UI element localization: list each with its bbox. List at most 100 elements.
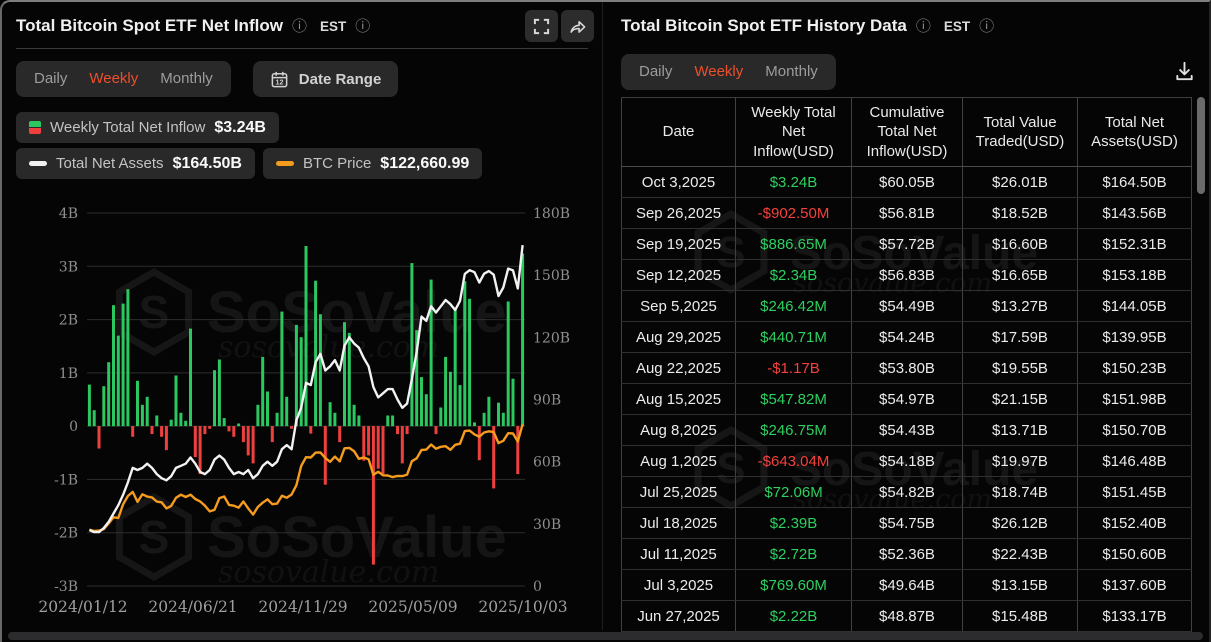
fullscreen-icon bbox=[533, 18, 550, 34]
svg-text:4B: 4B bbox=[59, 206, 78, 222]
weekly-inflow-cell: -$643.04M bbox=[735, 445, 852, 477]
date-cell: Jul 18,2025 bbox=[621, 507, 736, 539]
table-vertical-scrollbar[interactable] bbox=[1197, 97, 1205, 194]
net-assets-cell: $152.40B bbox=[1077, 507, 1192, 539]
weekly-inflow-cell: -$902.50M bbox=[735, 197, 852, 229]
tab-daily[interactable]: Daily bbox=[639, 63, 673, 80]
info-icon[interactable]: ⓘ bbox=[355, 17, 371, 35]
date-cell: Sep 12,2025 bbox=[621, 259, 736, 291]
net-assets-cell: $144.05B bbox=[1077, 290, 1192, 322]
chart-controls: Daily Weekly Monthly 12 Date Range bbox=[16, 61, 399, 97]
cumulative-inflow-cell: $54.24B bbox=[851, 321, 963, 353]
column-header: Total Value Traded(USD) bbox=[962, 97, 1078, 167]
header-divider bbox=[16, 48, 588, 49]
period-tab-group: Daily Weekly Monthly bbox=[16, 61, 231, 97]
download-icon bbox=[1175, 61, 1193, 80]
history-tab-group: Daily Weekly Monthly bbox=[621, 54, 836, 90]
value-traded-cell: $22.43B bbox=[962, 538, 1078, 570]
net-assets-cell: $143.56B bbox=[1077, 197, 1192, 229]
table-row: Sep 5,2025 $246.42M $54.49B $13.27B $144.05B bbox=[621, 290, 1192, 322]
table-row: Jul 18,2025 $2.39B $54.75B $26.12B $152.40B bbox=[621, 507, 1192, 539]
cumulative-inflow-cell: $54.18B bbox=[851, 445, 963, 477]
legend-label: Total Net Assets bbox=[56, 155, 164, 172]
history-header: Total Bitcoin Spot ETF History Data ⓘ ES… bbox=[621, 10, 994, 42]
table-row: Sep 26,2025 -$902.50M $56.81B $18.52B $143.5… bbox=[621, 197, 1192, 229]
header-actions bbox=[525, 10, 594, 42]
date-range-button[interactable]: 12 Date Range bbox=[252, 61, 399, 97]
value-traded-cell: $26.01B bbox=[962, 166, 1078, 198]
weekly-inflow-cell: $547.82M bbox=[735, 383, 852, 415]
net-assets-cell: $150.70B bbox=[1077, 414, 1192, 446]
cumulative-inflow-cell: $48.87B bbox=[851, 600, 963, 632]
info-icon[interactable]: ⓘ bbox=[915, 17, 931, 35]
info-icon[interactable]: ⓘ bbox=[291, 17, 307, 35]
tab-weekly[interactable]: Weekly bbox=[89, 70, 139, 87]
date-cell: Sep 19,2025 bbox=[621, 228, 736, 260]
history-data-panel: Total Bitcoin Spot ETF History Data ⓘ ES… bbox=[605, 2, 1211, 632]
weekly-inflow-cell: $2.72B bbox=[735, 538, 852, 570]
legend-item[interactable]: Total Net Assets $164.50B bbox=[16, 148, 255, 179]
weekly-inflow-cell: $886.65M bbox=[735, 228, 852, 260]
cumulative-inflow-cell: $52.36B bbox=[851, 538, 963, 570]
table-row: Jul 11,2025 $2.72B $52.36B $22.43B $150.60B bbox=[621, 538, 1192, 570]
svg-text:2025/10/03: 2025/10/03 bbox=[478, 598, 567, 616]
column-header: Cumulative Total Net Inflow(USD) bbox=[851, 97, 963, 167]
date-cell: Jul 25,2025 bbox=[621, 476, 736, 508]
timezone-label: EST bbox=[319, 18, 347, 34]
date-cell: Sep 26,2025 bbox=[621, 197, 736, 229]
cumulative-inflow-cell: $54.43B bbox=[851, 414, 963, 446]
legend-item[interactable]: Weekly Total Net Inflow $3.24B bbox=[16, 112, 279, 143]
net-assets-cell: $153.18B bbox=[1077, 259, 1192, 291]
download-button[interactable] bbox=[1170, 57, 1198, 85]
net-assets-cell: $150.60B bbox=[1077, 538, 1192, 570]
weekly-inflow-cell: $2.39B bbox=[735, 507, 852, 539]
svg-text:180B: 180B bbox=[533, 206, 570, 222]
chart-legend-row-1: Weekly Total Net Inflow $3.24B bbox=[16, 112, 279, 143]
tab-weekly[interactable]: Weekly bbox=[694, 63, 744, 80]
tab-monthly[interactable]: Monthly bbox=[160, 70, 213, 87]
date-range-label: Date Range bbox=[298, 70, 382, 88]
legend-value: $164.50B bbox=[172, 154, 242, 172]
weekly-inflow-cell: $769.60M bbox=[735, 569, 852, 601]
table-row: Oct 3,2025 $3.24B $60.05B $26.01B $164.50B bbox=[621, 166, 1192, 198]
share-button[interactable] bbox=[561, 10, 594, 42]
svg-text:SoSoValue: SoSoValue bbox=[207, 505, 507, 570]
info-icon[interactable]: ⓘ bbox=[979, 17, 995, 35]
tab-daily[interactable]: Daily bbox=[34, 70, 68, 87]
weekly-inflow-cell: -$1.17B bbox=[735, 352, 852, 384]
cumulative-inflow-cell: $54.49B bbox=[851, 290, 963, 322]
svg-text:3B: 3B bbox=[59, 259, 78, 275]
table-row: Sep 12,2025 $2.34B $56.83B $16.65B $153.18B bbox=[621, 259, 1192, 291]
horizontal-scrollbar[interactable] bbox=[8, 632, 1203, 640]
cumulative-inflow-cell: $54.97B bbox=[851, 383, 963, 415]
value-traded-cell: $18.74B bbox=[962, 476, 1078, 508]
table-row: Aug 15,2025 $547.82M $54.97B $21.15B $151.98… bbox=[621, 383, 1192, 415]
column-header: Total Net Assets(USD) bbox=[1077, 97, 1192, 167]
table-header-row: Date Weekly Total Net Inflow(USD) Cumulati… bbox=[621, 97, 1192, 167]
fullscreen-button[interactable] bbox=[525, 10, 558, 42]
chart-legend-row-2: Total Net Assets $164.50B BTC Price $122,66… bbox=[16, 148, 483, 179]
column-header: Date bbox=[621, 97, 736, 167]
date-cell: Jul 11,2025 bbox=[621, 538, 736, 570]
legend-value: $3.24B bbox=[214, 118, 266, 136]
table-row: Aug 8,2025 $246.75M $54.43B $13.71B $150.70B bbox=[621, 414, 1192, 446]
svg-text:0: 0 bbox=[69, 419, 78, 435]
value-traded-cell: $16.65B bbox=[962, 259, 1078, 291]
tab-monthly[interactable]: Monthly bbox=[765, 63, 818, 80]
svg-text:S: S bbox=[139, 286, 170, 338]
cumulative-inflow-cell: $56.83B bbox=[851, 259, 963, 291]
history-title: Total Bitcoin Spot ETF History Data bbox=[621, 16, 907, 35]
table-row: Sep 19,2025 $886.65M $57.72B $16.60B $152.31… bbox=[621, 228, 1192, 260]
table-row: Jul 25,2025 $72.06M $54.82B $18.74B $151.45B bbox=[621, 476, 1192, 508]
legend-value: $122,660.99 bbox=[380, 154, 470, 172]
svg-text:-1B: -1B bbox=[54, 472, 78, 488]
net-assets-cell: $150.23B bbox=[1077, 352, 1192, 384]
page-title: Total Bitcoin Spot ETF Net Inflow bbox=[16, 16, 283, 35]
legend-item[interactable]: BTC Price $122,660.99 bbox=[262, 148, 483, 179]
net-inflow-panel: Total Bitcoin Spot ETF Net Inflow ⓘ EST … bbox=[2, 2, 602, 632]
svg-text:S: S bbox=[139, 511, 170, 563]
svg-text:sosovalue.com: sosovalue.com bbox=[218, 555, 439, 590]
cumulative-inflow-cell: $49.64B bbox=[851, 569, 963, 601]
net-assets-cell: $139.95B bbox=[1077, 321, 1192, 353]
